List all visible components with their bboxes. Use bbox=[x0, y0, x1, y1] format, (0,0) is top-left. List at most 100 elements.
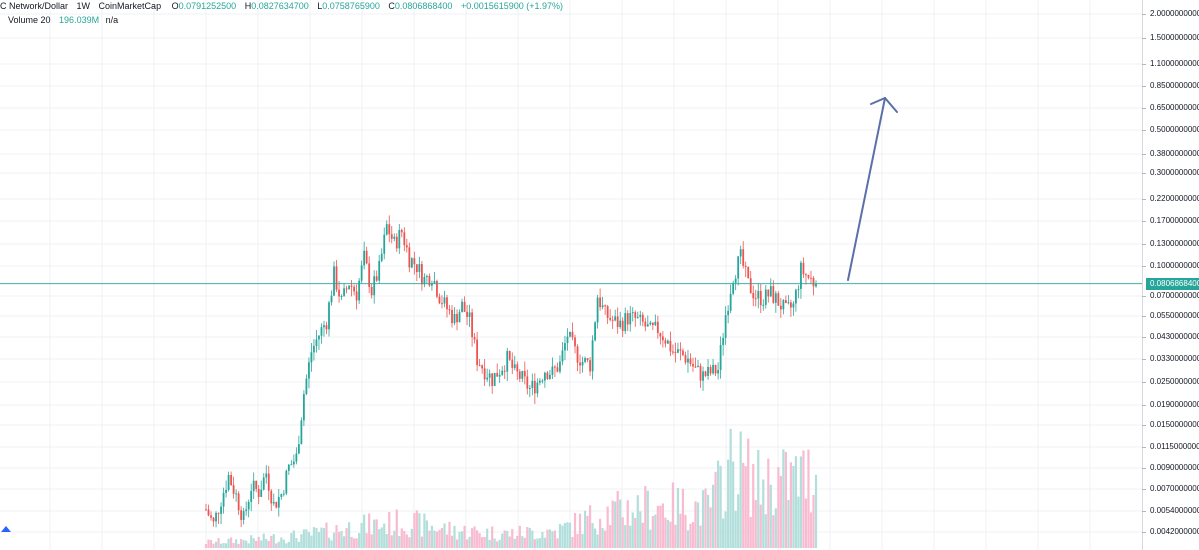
candle-body bbox=[493, 372, 496, 386]
volume-bar bbox=[774, 508, 777, 548]
candle-body bbox=[606, 306, 609, 318]
candle-body bbox=[292, 461, 295, 465]
candle-body bbox=[739, 249, 742, 257]
price-tick-mark bbox=[1142, 425, 1146, 426]
candle-body bbox=[815, 283, 817, 287]
candle-body bbox=[521, 370, 524, 379]
volume-bar bbox=[561, 525, 564, 548]
candle-body bbox=[335, 266, 338, 290]
candle-body bbox=[569, 331, 571, 337]
volume-bar bbox=[363, 514, 366, 548]
volume-bar bbox=[714, 471, 717, 548]
volume-bar bbox=[772, 515, 775, 548]
volume-bar bbox=[604, 530, 607, 548]
candle-body bbox=[797, 288, 800, 290]
volume-bar bbox=[415, 510, 418, 548]
candle-body bbox=[742, 249, 745, 266]
volume-bar bbox=[752, 464, 755, 548]
volume-bar bbox=[277, 541, 280, 548]
candle-body bbox=[712, 364, 714, 374]
open-key: O bbox=[171, 1, 179, 11]
candle-body bbox=[330, 295, 333, 303]
price-tick-label: 0.5000000000 bbox=[1150, 125, 1199, 134]
price-tick-mark bbox=[1142, 199, 1146, 200]
volume-bar bbox=[347, 522, 351, 548]
volume-bar bbox=[470, 528, 474, 548]
drawing-tool-icon[interactable] bbox=[0, 522, 12, 534]
price-tick-label: 0.0054000000 bbox=[1150, 506, 1199, 515]
volume-bar bbox=[686, 530, 690, 548]
volume-bar bbox=[405, 534, 408, 548]
volume-bar bbox=[448, 521, 451, 548]
candle-body bbox=[318, 335, 320, 340]
candle-body bbox=[717, 370, 719, 374]
candle-body bbox=[734, 278, 737, 283]
candle-body bbox=[385, 224, 388, 235]
candle-body bbox=[486, 377, 489, 380]
candle-body bbox=[245, 509, 248, 512]
candle-body bbox=[415, 264, 418, 273]
volume-legend[interactable]: Volume 20 196.039M n/a bbox=[8, 14, 118, 26]
candle-body bbox=[436, 281, 438, 297]
volume-bar bbox=[732, 461, 735, 548]
volume-bar bbox=[325, 522, 328, 548]
candle-body bbox=[230, 474, 233, 486]
volume-bar bbox=[541, 531, 544, 548]
candle-body bbox=[679, 349, 682, 351]
candle-body bbox=[441, 303, 443, 305]
candle-body bbox=[566, 336, 569, 344]
arrow-annotation[interactable] bbox=[847, 97, 898, 281]
candle-body bbox=[536, 382, 539, 394]
volume-bar bbox=[634, 517, 637, 548]
candle-body bbox=[596, 297, 599, 323]
price-tick-mark bbox=[1142, 359, 1146, 360]
volume-bar bbox=[420, 536, 423, 548]
volume-bar bbox=[689, 523, 692, 548]
candle-body bbox=[423, 276, 426, 285]
candle-body bbox=[207, 509, 210, 516]
price-tick-mark bbox=[1142, 316, 1146, 317]
volume-bar bbox=[237, 544, 240, 548]
candle-body bbox=[641, 314, 644, 322]
volume-bar bbox=[784, 451, 787, 548]
symbol-legend[interactable]: C Network/Dollar 1W CoinMarketCap O0.079… bbox=[0, 0, 569, 12]
volume-bar bbox=[478, 533, 481, 548]
candle-body bbox=[513, 364, 516, 368]
candle-body bbox=[420, 264, 423, 285]
volume-bar bbox=[804, 498, 808, 548]
candle-body bbox=[624, 313, 627, 332]
volume-bar bbox=[350, 536, 353, 548]
candle-body bbox=[707, 367, 709, 376]
low-key: L bbox=[317, 1, 323, 11]
price-axis[interactable] bbox=[1142, 0, 1199, 550]
volume-bar bbox=[661, 503, 664, 548]
volume-bar bbox=[521, 536, 524, 548]
candle-body bbox=[664, 340, 667, 344]
volume-bar bbox=[799, 456, 803, 548]
timeframe-label[interactable]: 1W bbox=[76, 1, 91, 11]
low-value: 0.0758765900 bbox=[322, 1, 380, 11]
volume-bar bbox=[358, 533, 361, 548]
candle-body bbox=[601, 305, 604, 308]
volume-bar bbox=[330, 540, 333, 548]
volume-bar bbox=[533, 539, 536, 548]
volume-bar bbox=[696, 502, 700, 548]
symbol-name[interactable]: C Network/Dollar bbox=[0, 1, 69, 11]
volume-bar bbox=[307, 532, 311, 548]
candle-body bbox=[737, 256, 740, 279]
volume-bar bbox=[611, 500, 614, 548]
price-tick-label: 0.2200000000 bbox=[1150, 194, 1199, 203]
candle-body bbox=[453, 313, 456, 324]
candle-body bbox=[549, 374, 551, 379]
candle-body bbox=[729, 293, 732, 311]
candle-body bbox=[604, 305, 607, 307]
volume-bar bbox=[282, 539, 285, 548]
volume-bar bbox=[395, 509, 398, 548]
volume-bar bbox=[224, 543, 228, 548]
volume-bar bbox=[388, 511, 391, 548]
volume-bar bbox=[762, 479, 765, 548]
volume-bar bbox=[340, 530, 343, 548]
volume-bar bbox=[413, 513, 416, 548]
volume-bar bbox=[596, 534, 599, 548]
